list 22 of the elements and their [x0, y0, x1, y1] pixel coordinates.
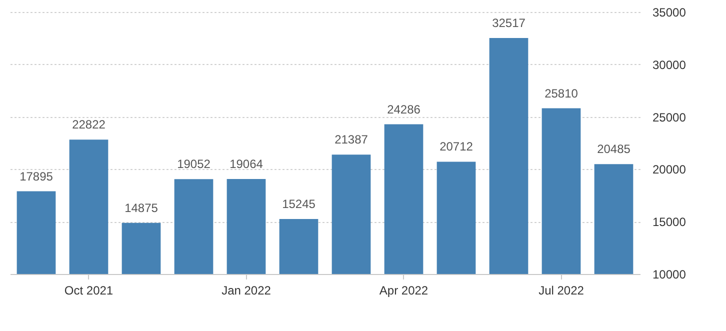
x-tick-label: Apr 2022	[379, 284, 428, 298]
x-tick-label: Oct 2021	[64, 284, 114, 298]
y-tick-label: 25000	[652, 110, 686, 124]
x-tick-label: Jan 2022	[222, 284, 272, 298]
data-label: 19052	[177, 157, 211, 172]
y-tick-label: 30000	[652, 58, 686, 72]
data-label: 15245	[282, 197, 316, 212]
x-tick-label: Jul 2022	[538, 284, 584, 298]
data-label: 22822	[72, 118, 106, 132]
data-label: 14875	[124, 200, 158, 215]
y-tick-label: 35000	[652, 6, 686, 20]
y-tick-label: 10000	[652, 268, 686, 282]
data-label: 20712	[440, 140, 474, 154]
data-label: 25810	[544, 86, 578, 100]
data-label: 20485	[597, 142, 631, 156]
data-label: 32517	[492, 16, 526, 30]
y-tick-label: 15000	[652, 215, 686, 230]
data-label: 21387	[334, 132, 368, 147]
y-tick-label: 20000	[652, 162, 686, 177]
data-label: 17895	[20, 169, 54, 184]
data-label: 24286	[387, 102, 421, 116]
data-label: 19064	[230, 157, 264, 172]
